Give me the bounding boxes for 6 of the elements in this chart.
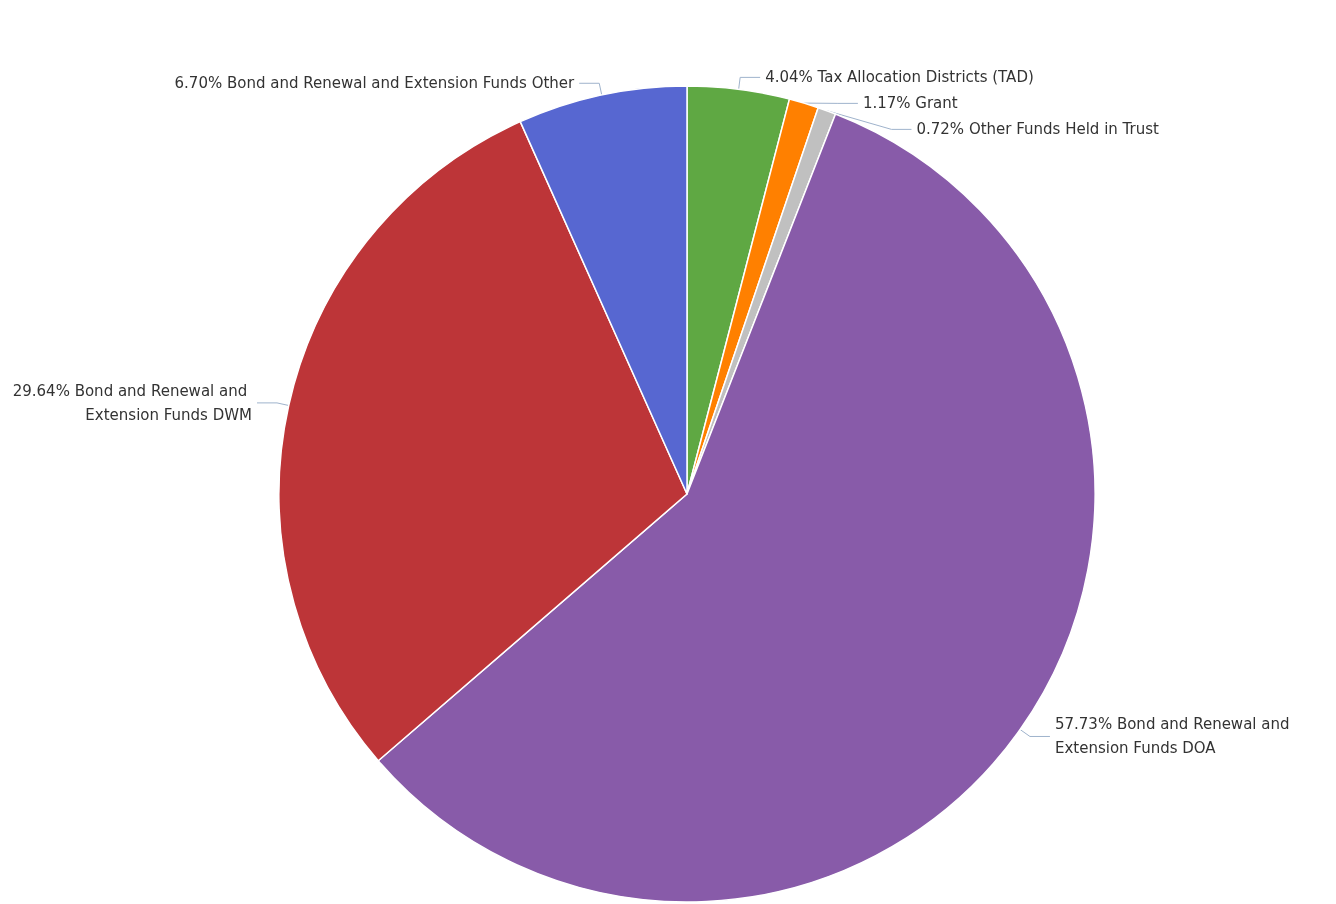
slice-label: 57.73% Bond and Renewal and Extension Funds DOA [1054,715,1295,758]
slice-label: 4.04% Tax Allocation Districts (TAD) [765,68,1034,87]
slice-label: 29.64% Bond and Renewal and Extension Funds DWM [12,381,252,424]
slice-label: 0.72% Other Funds Held in Trust [916,120,1160,139]
slice-label: 1.17% Grant [862,94,958,113]
slice-label: 6.70% Bond and Renewal and Extension Funds Other [174,74,576,93]
